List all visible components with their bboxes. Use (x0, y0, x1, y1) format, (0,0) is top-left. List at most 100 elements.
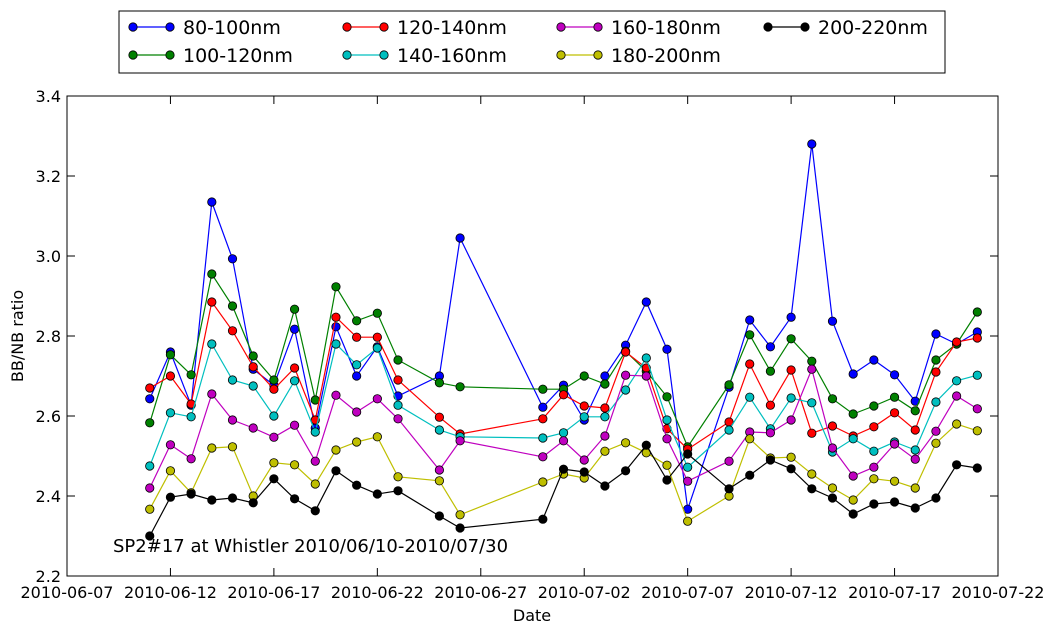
data-point (186, 489, 196, 499)
data-point (620, 347, 631, 357)
data-point (972, 426, 982, 436)
data-point (538, 402, 548, 412)
data-point (269, 375, 279, 385)
legend-marker (556, 22, 566, 32)
x-axis-label: Date (513, 606, 551, 625)
x-tick-label: 2010-06-12 (124, 583, 217, 602)
data-point (683, 516, 693, 526)
legend-label: 140-160nm (397, 45, 507, 67)
y-tick-label: 3.4 (36, 87, 61, 106)
data-point (807, 469, 817, 479)
legend-marker (593, 50, 603, 60)
legend-entry: 100-120nm (128, 45, 293, 67)
data-point (227, 375, 238, 385)
data-point (393, 400, 403, 410)
data-point (372, 308, 382, 318)
legend-marker (800, 22, 810, 32)
data-point (952, 337, 962, 347)
data-point (827, 394, 838, 404)
data-point (972, 463, 982, 473)
legend-marker (165, 22, 175, 32)
data-point (827, 493, 838, 503)
data-point (931, 493, 941, 503)
data-point (579, 371, 589, 381)
data-point (372, 489, 382, 499)
data-point (745, 470, 755, 480)
x-tick-label: 2010-07-17 (848, 583, 941, 602)
data-point (600, 379, 610, 389)
data-point (434, 465, 444, 475)
data-point (579, 401, 589, 411)
data-point (227, 415, 238, 425)
data-point (227, 442, 238, 452)
legend-marker (379, 50, 389, 60)
data-point (662, 475, 672, 485)
data-point (269, 474, 279, 484)
data-point (393, 355, 403, 365)
x-tick-label: 2010-07-12 (745, 583, 838, 602)
data-point (289, 460, 300, 470)
data-point (745, 359, 755, 369)
data-point (848, 409, 858, 419)
data-point (600, 446, 610, 456)
legend-entry: 80-100nm (128, 17, 281, 39)
data-point (310, 479, 320, 489)
data-point (207, 297, 217, 307)
data-point (165, 408, 176, 418)
legend-entry: 160-180nm (556, 17, 721, 39)
data-point (786, 393, 796, 403)
series-layer (145, 139, 982, 541)
legend-marker (556, 50, 566, 60)
data-point (538, 452, 548, 462)
data-point (869, 474, 879, 484)
data-point (869, 462, 879, 472)
data-point (910, 454, 920, 464)
data-point (538, 514, 548, 524)
data-point (952, 391, 962, 401)
data-point (352, 480, 362, 490)
y-axis-label: BB/NB ratio (8, 290, 27, 382)
data-point (869, 446, 879, 456)
data-point (145, 418, 155, 428)
data-point (579, 455, 589, 465)
data-point (372, 332, 382, 342)
data-point (910, 483, 920, 493)
data-point (289, 494, 300, 504)
data-point (931, 367, 941, 377)
data-point (620, 385, 631, 395)
data-point (434, 511, 444, 521)
data-point (869, 355, 879, 365)
data-point (807, 364, 817, 374)
data-point (786, 452, 796, 462)
data-point (434, 378, 444, 388)
data-point (289, 304, 300, 314)
data-point (393, 472, 403, 482)
legend-label: 120-140nm (397, 17, 507, 39)
y-tick-label: 2.8 (36, 327, 61, 346)
data-point (352, 360, 362, 370)
series-line (149, 423, 978, 523)
data-point (207, 339, 217, 349)
legend-marker (342, 50, 352, 60)
data-point (765, 366, 776, 376)
data-point (745, 434, 755, 444)
legend-entry: 140-160nm (342, 45, 507, 67)
data-point (331, 390, 341, 400)
data-point (269, 384, 279, 394)
data-point (869, 499, 879, 509)
x-tick-label: 2010-06-22 (331, 583, 424, 602)
legend-entry: 180-200nm (556, 45, 721, 67)
data-point (165, 350, 176, 360)
data-point (331, 445, 341, 455)
x-tick-label: 2010-06-27 (434, 583, 527, 602)
data-point (765, 342, 776, 352)
data-point (931, 397, 941, 407)
data-point (145, 394, 155, 404)
data-point (145, 483, 155, 493)
data-point (331, 339, 341, 349)
data-point (641, 353, 651, 363)
data-point (538, 477, 548, 487)
data-point (786, 415, 796, 425)
data-point (289, 324, 300, 334)
data-point (807, 484, 817, 494)
